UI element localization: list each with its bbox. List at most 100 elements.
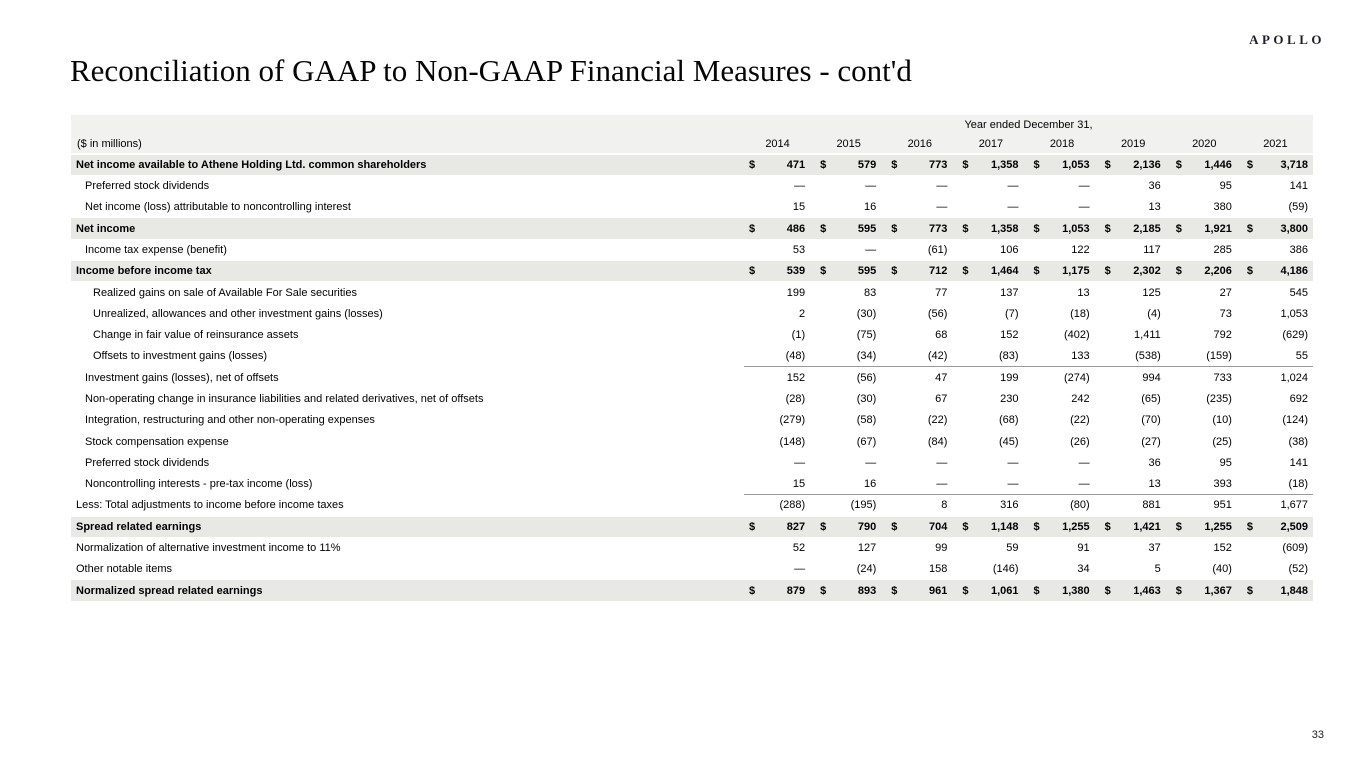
- row-label: Integration, restructuring and other non…: [85, 414, 375, 427]
- value-cell: —: [744, 175, 815, 196]
- cell-value: 1,255: [1062, 520, 1090, 533]
- value-cell: $1,255: [1028, 515, 1100, 538]
- table-row: Preferred stock dividends — — — — — 36 95 141: [71, 175, 1313, 196]
- cell-value: 67: [935, 392, 948, 405]
- cell-value: 792: [1213, 329, 1232, 342]
- value-cell: (18): [1029, 303, 1100, 324]
- table-row: Unrealized, allowances and other investm…: [71, 303, 1313, 324]
- cell-value: 539: [786, 265, 806, 278]
- cell-value: —: [1007, 477, 1019, 490]
- value-cell: (22): [1029, 410, 1100, 431]
- value-cell: (52): [1242, 559, 1313, 580]
- table-row: Net income (loss) attributable to noncon…: [71, 197, 1313, 218]
- value-cell: 1,024: [1242, 367, 1313, 388]
- cell-value: 34: [1077, 563, 1090, 576]
- value-cell: (58): [815, 410, 886, 431]
- value-cell: 792: [1171, 324, 1242, 345]
- value-cell: 152: [1171, 537, 1242, 558]
- value-cell: (68): [957, 410, 1028, 431]
- value-cell: 127: [815, 537, 886, 558]
- row-label: Stock compensation expense: [85, 435, 229, 448]
- year-header-2018: 2018: [1028, 135, 1100, 155]
- value-cell: 230: [957, 388, 1028, 409]
- cell-value: 158: [929, 563, 948, 576]
- cell-value: 545: [1289, 286, 1308, 299]
- cell-value: 13: [1077, 286, 1090, 299]
- cell-value: —: [794, 180, 806, 193]
- dollar-sign: $: [962, 158, 969, 171]
- row-label: Income tax expense (benefit): [85, 243, 227, 256]
- cell-value: (146): [992, 563, 1019, 576]
- value-cell: $1,421: [1099, 515, 1171, 538]
- cell-value: (18): [1070, 307, 1090, 320]
- value-cell: (67): [815, 431, 886, 452]
- value-cell: 95: [1171, 175, 1242, 196]
- page-number: 33: [1311, 729, 1324, 741]
- value-cell: (288): [744, 495, 815, 516]
- cell-value: —: [794, 563, 806, 576]
- cell-value: 199: [786, 286, 806, 299]
- value-cell: 122: [1029, 239, 1100, 260]
- cell-value: 1,411: [1134, 329, 1161, 342]
- value-cell: 316: [957, 495, 1028, 516]
- value-cell: (83): [957, 345, 1029, 368]
- table-row: Normalization of alternative investment …: [71, 537, 1313, 558]
- value-cell: 67: [886, 388, 957, 409]
- value-cell: $539: [744, 259, 816, 283]
- value-cell: (56): [815, 367, 886, 388]
- row-label: Unrealized, allowances and other investm…: [93, 307, 383, 320]
- dollar-sign: $: [1246, 222, 1253, 235]
- value-cell: —: [815, 452, 886, 473]
- cell-value: —: [936, 456, 948, 469]
- value-cell: —: [744, 452, 815, 473]
- value-cell: (28): [744, 388, 815, 409]
- cell-value: 2,206: [1204, 265, 1232, 278]
- page-title: Reconciliation of GAAP to Non-GAAP Finan…: [70, 53, 912, 88]
- cell-value: 2: [799, 307, 806, 320]
- cell-value: 16: [864, 477, 877, 490]
- value-cell: 5: [1100, 559, 1171, 580]
- value-cell: (40): [1171, 559, 1242, 580]
- value-cell: $1,061: [957, 579, 1029, 602]
- value-cell: (84): [886, 431, 957, 452]
- cell-value: (629): [1282, 329, 1308, 342]
- value-cell: —: [957, 197, 1028, 218]
- value-cell: 545: [1242, 282, 1313, 303]
- table-header: Year ended December 31, ($ in millions) …: [71, 115, 1313, 155]
- value-cell: (1): [744, 324, 815, 345]
- cell-value: 1,421: [1133, 520, 1161, 533]
- years-header-row: ($ in millions) 2014 2015 2016 2017 2018 2019…: [71, 135, 1313, 155]
- value-cell: (26): [1029, 431, 1100, 452]
- cell-value: (274): [1063, 371, 1090, 384]
- cell-value: —: [1078, 477, 1090, 490]
- cell-value: —: [1078, 180, 1090, 193]
- cell-value: (42): [927, 350, 948, 363]
- cell-value: (22): [1070, 414, 1090, 427]
- value-cell: (30): [815, 388, 886, 409]
- value-cell: 52: [744, 537, 815, 558]
- cell-value: 692: [1289, 392, 1308, 405]
- cell-value: (402): [1063, 329, 1090, 342]
- dollar-sign: $: [749, 222, 756, 235]
- cell-value: 68: [935, 329, 948, 342]
- row-label: Preferred stock dividends: [85, 180, 210, 193]
- row-label: Spread related earnings: [71, 515, 744, 538]
- cell-value: 486: [786, 222, 806, 235]
- cell-value: —: [865, 456, 877, 469]
- value-cell: 137: [957, 282, 1028, 303]
- cell-value: 1,358: [990, 158, 1019, 171]
- cell-value: 386: [1289, 243, 1308, 256]
- row-label: Non-operating change in insurance liabil…: [85, 392, 484, 405]
- cell-value: 152: [1213, 542, 1232, 555]
- dollar-sign: $: [1175, 520, 1182, 533]
- value-cell: (56): [886, 303, 957, 324]
- dollar-sign: $: [891, 158, 898, 171]
- cell-value: (30): [856, 307, 877, 320]
- cell-value: (56): [856, 371, 877, 384]
- value-cell: 380: [1171, 197, 1242, 218]
- cell-value: 127: [857, 542, 877, 555]
- dollar-sign: $: [891, 584, 898, 597]
- table-row: Income tax expense (benefit) 53 — (61) 106 12…: [71, 239, 1313, 260]
- cell-value: (56): [927, 307, 948, 320]
- dollar-sign: $: [820, 265, 827, 278]
